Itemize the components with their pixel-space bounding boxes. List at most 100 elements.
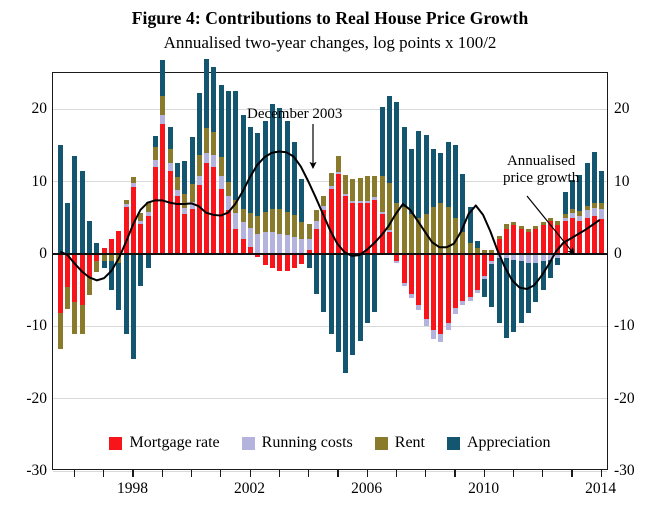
- bar-stack: [262, 73, 268, 471]
- bar-segment: [518, 253, 524, 262]
- x-axis-tick: [542, 470, 544, 477]
- bar-segment: [152, 146, 158, 160]
- legend-item[interactable]: Appreciation: [447, 434, 551, 452]
- bar-segment: [452, 253, 458, 309]
- bar-segment: [233, 91, 239, 200]
- x-axis-tick-label: 2006: [351, 480, 383, 497]
- bar-segment: [240, 114, 246, 210]
- plot-inner: [53, 59, 607, 472]
- bar-segment: [87, 277, 93, 296]
- bar-segment: [145, 216, 151, 254]
- bar-segment: [343, 193, 349, 196]
- bar-stack: [408, 73, 414, 471]
- bar-segment: [540, 253, 546, 262]
- bar-segment: [313, 221, 319, 229]
- bar-segment: [196, 154, 202, 177]
- bar-stack: [394, 73, 400, 471]
- bar-segment: [540, 261, 546, 291]
- x-axis-tick: [600, 470, 602, 477]
- bar-segment: [416, 253, 422, 305]
- x-axis-tick: [395, 470, 398, 477]
- bar-stack: [174, 73, 180, 471]
- bar-segment: [577, 175, 583, 212]
- bar-segment: [189, 209, 195, 254]
- legend-item[interactable]: Mortgage rate: [109, 434, 220, 452]
- x-axis-tick: [425, 470, 427, 477]
- gridline: [53, 108, 607, 110]
- bar-segment: [584, 206, 590, 211]
- bar-segment: [57, 145, 63, 254]
- bar-segment: [401, 206, 407, 254]
- bar-segment: [79, 304, 85, 334]
- bar-segment: [255, 133, 261, 217]
- bar-segment: [372, 197, 378, 200]
- bar-segment: [123, 199, 129, 204]
- bar-segment: [240, 239, 246, 254]
- bar-segment: [394, 203, 400, 254]
- bar-stack: [65, 73, 71, 471]
- legend-item[interactable]: Running costs: [241, 434, 353, 452]
- bar-segment: [299, 253, 305, 265]
- x-axis-tick-label: 2010: [468, 480, 500, 497]
- bar-segment: [357, 253, 363, 341]
- bar-segment: [248, 213, 254, 228]
- legend-swatch: [447, 436, 460, 450]
- bar-segment: [138, 223, 144, 254]
- bar-segment: [430, 206, 436, 254]
- bar-stack: [430, 73, 436, 471]
- bar-segment: [130, 253, 136, 359]
- bar-segment: [489, 261, 495, 265]
- bar-segment: [226, 91, 232, 182]
- bar-segment: [577, 221, 583, 254]
- bar-segment: [394, 101, 400, 204]
- legend-label: Appreciation: [467, 434, 551, 451]
- bar-segment: [555, 258, 561, 266]
- bar-segment: [467, 297, 473, 301]
- bar-segment: [284, 253, 290, 272]
- bar-segment: [599, 203, 605, 210]
- bar-segment: [182, 161, 188, 194]
- bar-segment: [430, 253, 436, 330]
- bar-segment: [284, 211, 290, 236]
- bar-segment: [423, 253, 429, 320]
- bar-segment: [269, 232, 275, 254]
- y-axis-tick-label-right: -10: [614, 317, 635, 335]
- bar-stack: [460, 73, 466, 471]
- bar-segment: [489, 250, 495, 254]
- bar-segment: [452, 308, 458, 314]
- bar-segment: [335, 156, 341, 173]
- bar-segment: [211, 167, 217, 254]
- bar-stack: [284, 73, 290, 471]
- bar-segment: [357, 201, 363, 204]
- x-axis-tick: [337, 470, 339, 477]
- bar-segment: [167, 148, 173, 164]
- bar-segment: [401, 127, 407, 207]
- bar-segment: [438, 333, 444, 343]
- bar-segment: [116, 262, 122, 310]
- legend-label: Running costs: [261, 434, 353, 451]
- bar-segment: [299, 178, 305, 223]
- bar-segment: [211, 132, 217, 156]
- legend-item[interactable]: Rent: [374, 434, 425, 452]
- bar-segment: [189, 184, 195, 202]
- bar-segment: [218, 188, 224, 254]
- bar-segment: [328, 188, 334, 254]
- bar-stack: [350, 73, 356, 471]
- legend-swatch: [241, 436, 255, 450]
- bar-segment: [313, 228, 319, 254]
- x-axis-tick: [454, 470, 456, 477]
- bar-segment: [496, 235, 502, 240]
- bar-segment: [408, 214, 414, 254]
- bar-segment: [255, 233, 261, 254]
- bar-segment: [240, 222, 246, 240]
- x-axis-tick: [483, 470, 485, 477]
- x-axis-tick-label: 2014: [585, 480, 617, 497]
- bar-segment: [350, 201, 356, 204]
- bar-segment: [445, 206, 451, 254]
- bar-segment: [182, 193, 188, 209]
- bar-segment: [233, 199, 239, 213]
- bar-segment: [387, 232, 393, 254]
- bar-segment: [269, 209, 275, 233]
- chart-legend: Mortgage rate Running costs Rent Appreciati…: [52, 431, 608, 455]
- bar-segment: [262, 121, 268, 212]
